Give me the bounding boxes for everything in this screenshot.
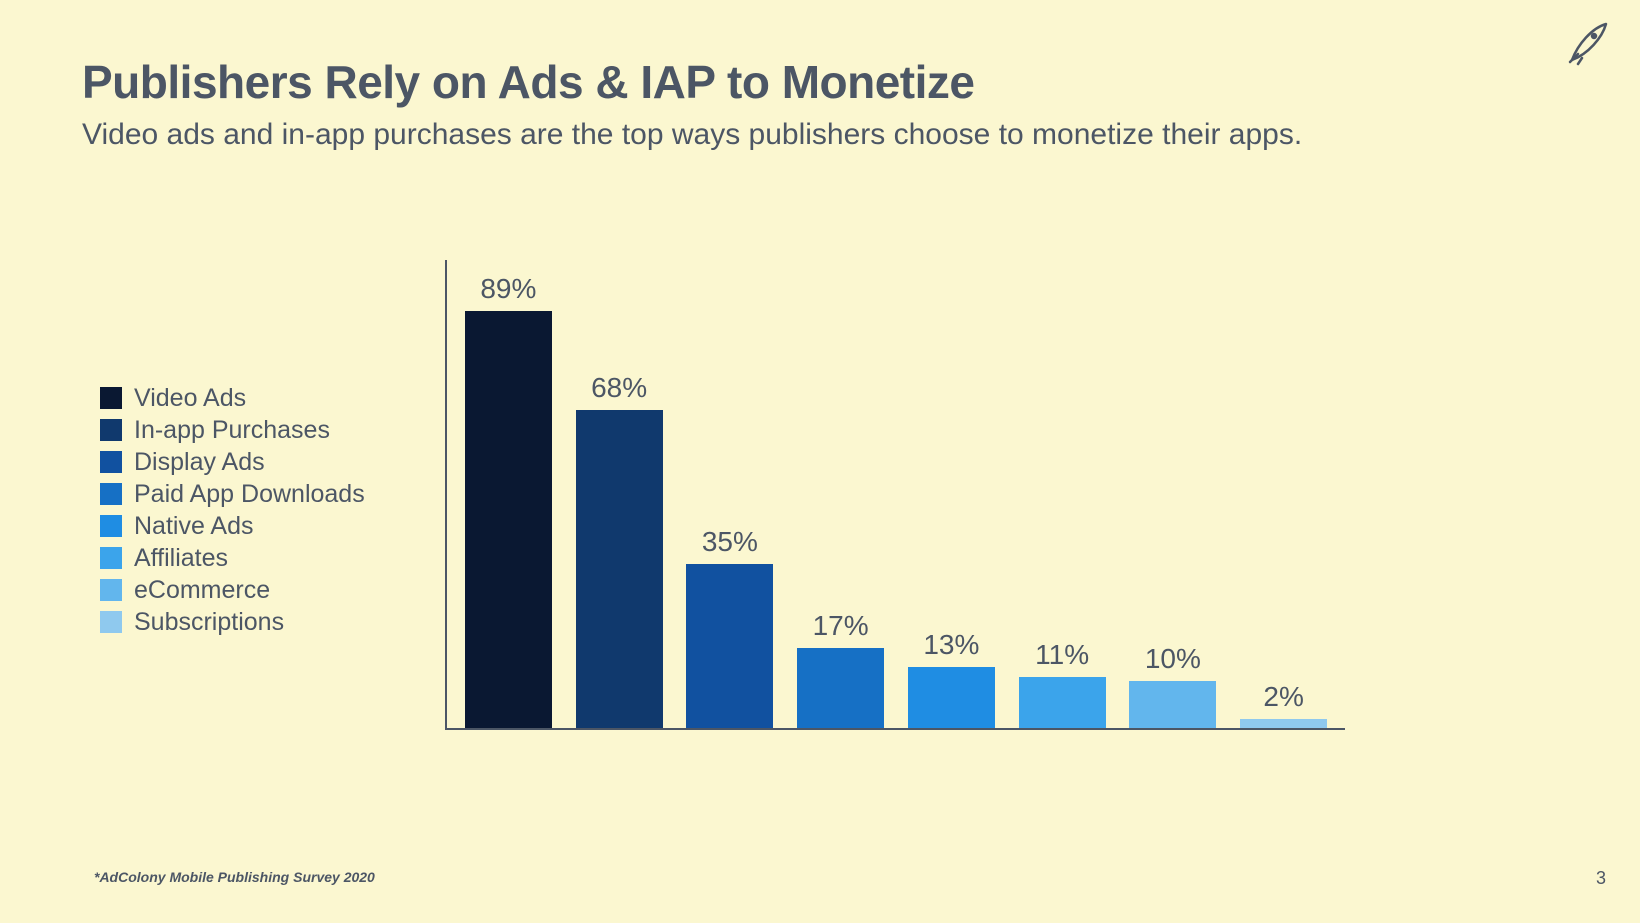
bar-value-label: 11% (1035, 639, 1089, 671)
bar (1129, 681, 1216, 728)
legend-label: Subscriptions (134, 608, 284, 637)
bar-wrap: 11% (1007, 260, 1118, 728)
bar (465, 311, 552, 728)
bar-value-label: 17% (813, 610, 869, 642)
legend-item: In-app Purchases (100, 416, 365, 444)
legend-label: Native Ads (134, 512, 254, 541)
bar-wrap: 17% (785, 260, 896, 728)
chart-bars: 89% 68% 35% 17% 13% 11% 10% 2% (447, 260, 1345, 728)
bar (797, 648, 884, 728)
legend-item: Video Ads (100, 384, 365, 412)
legend-item: Affiliates (100, 544, 365, 572)
chart-legend: Video Ads In-app Purchases Display Ads Paid… (100, 384, 365, 640)
legend-label: Display Ads (134, 448, 265, 477)
bar-value-label: 89% (480, 273, 536, 305)
legend-label: Video Ads (134, 384, 246, 413)
bar (576, 410, 663, 728)
logo-icon (1564, 20, 1612, 68)
bar-value-label: 68% (591, 372, 647, 404)
bar-wrap: 89% (453, 260, 564, 728)
page-number: 3 (1596, 868, 1606, 889)
bar-value-label: 13% (923, 629, 979, 661)
bar-wrap: 13% (896, 260, 1007, 728)
bar (908, 667, 995, 728)
legend-swatch (100, 515, 122, 537)
slide-title: Publishers Rely on Ads & IAP to Monetize (82, 55, 974, 109)
bar-wrap: 2% (1228, 260, 1339, 728)
legend-swatch (100, 451, 122, 473)
legend-label: eCommerce (134, 576, 270, 605)
bar-value-label: 2% (1263, 681, 1303, 713)
legend-label: Paid App Downloads (134, 480, 365, 509)
footnote: *AdColony Mobile Publishing Survey 2020 (94, 869, 375, 885)
bar (1240, 719, 1327, 728)
bar-wrap: 10% (1118, 260, 1229, 728)
slide-subtitle: Video ads and in-app purchases are the t… (82, 118, 1302, 152)
legend-item: Display Ads (100, 448, 365, 476)
legend-item: Native Ads (100, 512, 365, 540)
legend-swatch (100, 419, 122, 441)
bar-chart: 89% 68% 35% 17% 13% 11% 10% 2% (445, 260, 1345, 730)
bar-value-label: 10% (1145, 643, 1201, 675)
bar-wrap: 35% (675, 260, 786, 728)
legend-swatch (100, 483, 122, 505)
bar-wrap: 68% (564, 260, 675, 728)
legend-item: eCommerce (100, 576, 365, 604)
legend-label: Affiliates (134, 544, 228, 573)
legend-label: In-app Purchases (134, 416, 330, 445)
legend-swatch (100, 611, 122, 633)
legend-item: Paid App Downloads (100, 480, 365, 508)
bar (1019, 677, 1106, 728)
legend-swatch (100, 547, 122, 569)
legend-item: Subscriptions (100, 608, 365, 636)
bar (686, 564, 773, 728)
slide: Publishers Rely on Ads & IAP to Monetize… (0, 0, 1640, 923)
legend-swatch (100, 387, 122, 409)
bar-value-label: 35% (702, 526, 758, 558)
legend-swatch (100, 579, 122, 601)
